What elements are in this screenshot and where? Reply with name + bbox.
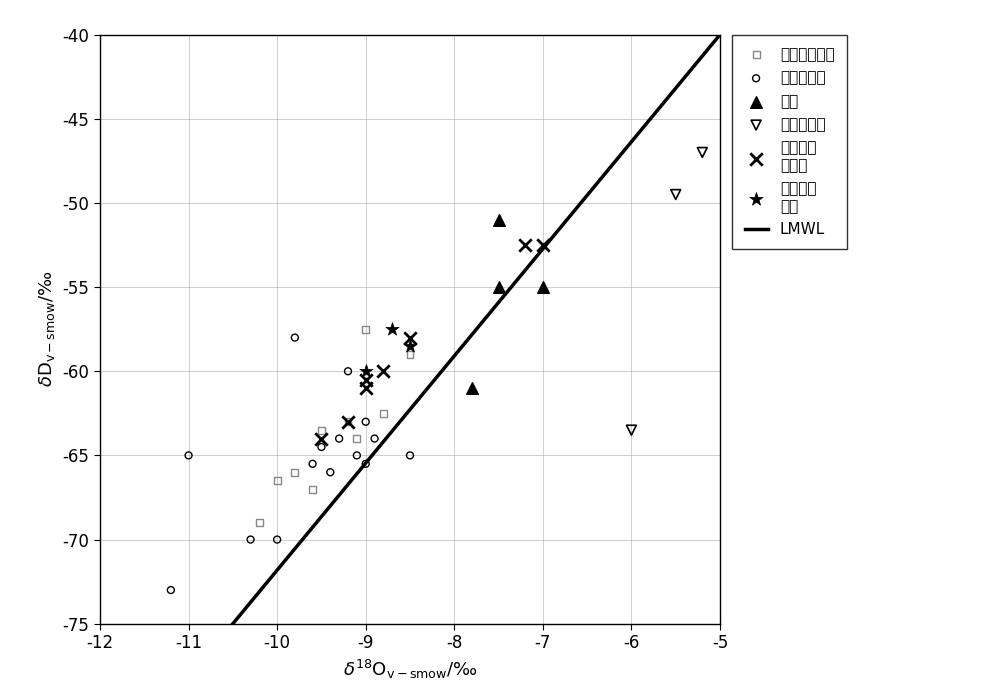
Point	[375, 366, 391, 377]
Point	[269, 534, 285, 545]
Point	[535, 281, 551, 292]
Point	[331, 433, 347, 444]
Point	[287, 332, 303, 343]
Point	[340, 416, 356, 428]
Y-axis label: $\delta$D$_{\rm v-smow}$/‰: $\delta$D$_{\rm v-smow}$/‰	[37, 271, 57, 387]
Point	[491, 281, 507, 292]
Point	[322, 466, 338, 477]
Point	[367, 433, 383, 444]
Point	[181, 450, 197, 461]
Point	[340, 416, 356, 428]
Point	[251, 517, 267, 528]
Point	[623, 425, 639, 436]
Point	[243, 534, 259, 545]
Point	[491, 214, 507, 225]
Point	[313, 441, 329, 453]
Point	[305, 484, 321, 495]
Point	[402, 332, 418, 343]
Point	[402, 450, 418, 461]
Point	[305, 458, 321, 469]
Point	[349, 450, 365, 461]
Legend: 第四系孔隙水, 基岩裂隙水, 河水, 地表池塘水, 地下运输
巷道水, 矿山边坡
漏水, LMWL: 第四系孔隙水, 基岩裂隙水, 河水, 地表池塘水, 地下运输 巷道水, 矿山边坡…	[732, 35, 847, 249]
Point	[358, 383, 374, 394]
Point	[535, 240, 551, 251]
Point	[313, 425, 329, 436]
Point	[358, 374, 374, 385]
Point	[694, 147, 710, 158]
Point	[349, 433, 365, 444]
Point	[269, 475, 285, 486]
Point	[163, 584, 179, 595]
Point	[358, 366, 374, 377]
Point	[358, 324, 374, 335]
Point	[358, 458, 374, 469]
Point	[402, 340, 418, 351]
Point	[517, 240, 533, 251]
Point	[358, 416, 374, 428]
Point	[340, 366, 356, 377]
Point	[402, 349, 418, 360]
Point	[384, 324, 400, 335]
Point	[668, 189, 684, 200]
X-axis label: $\delta^{18}$O$_{\rm v-smow}$/‰: $\delta^{18}$O$_{\rm v-smow}$/‰	[343, 658, 477, 681]
Point	[375, 407, 391, 419]
Point	[464, 383, 480, 394]
Point	[313, 433, 329, 444]
Point	[287, 466, 303, 477]
